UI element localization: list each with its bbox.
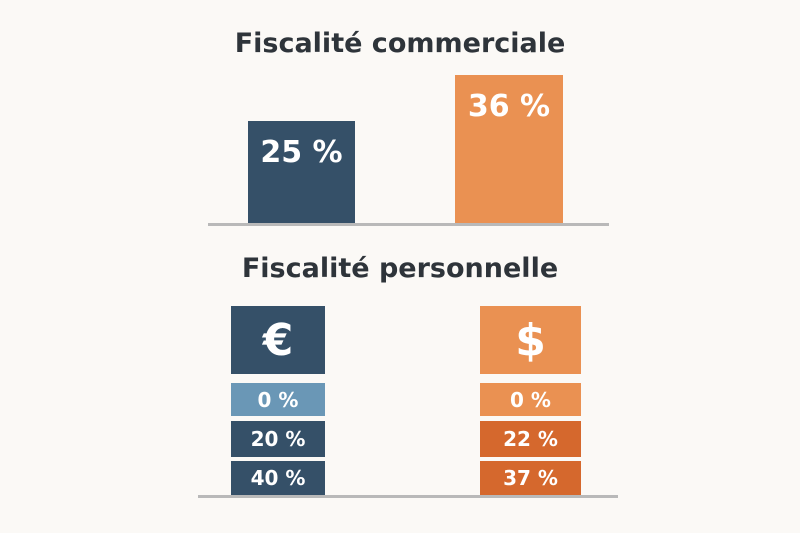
dollar-rate-1: 22 %	[480, 421, 581, 457]
business-tax-title: Fiscalité commerciale	[234, 28, 566, 59]
personal-table-baseline	[198, 495, 618, 498]
dollar-symbol-box: $	[480, 306, 581, 374]
business-bar-0: 25 %	[248, 120, 355, 223]
business-bar-1: 36 %	[455, 75, 563, 223]
euro-rate-0: 0 %	[231, 383, 325, 416]
euro-rate-1: 20 %	[231, 421, 325, 457]
business-bar-label-1: 36 %	[467, 89, 551, 125]
euro-symbol-box: €	[231, 306, 325, 374]
dollar-rate-0: 0 %	[480, 383, 581, 416]
business-chart-baseline	[208, 223, 609, 226]
personal-tax-title: Fiscalité personnelle	[241, 253, 559, 284]
dollar-rate-2: 37 %	[480, 461, 581, 495]
business-bar-label-0: 25 %	[260, 134, 343, 170]
euro-rate-2: 40 %	[231, 461, 325, 495]
